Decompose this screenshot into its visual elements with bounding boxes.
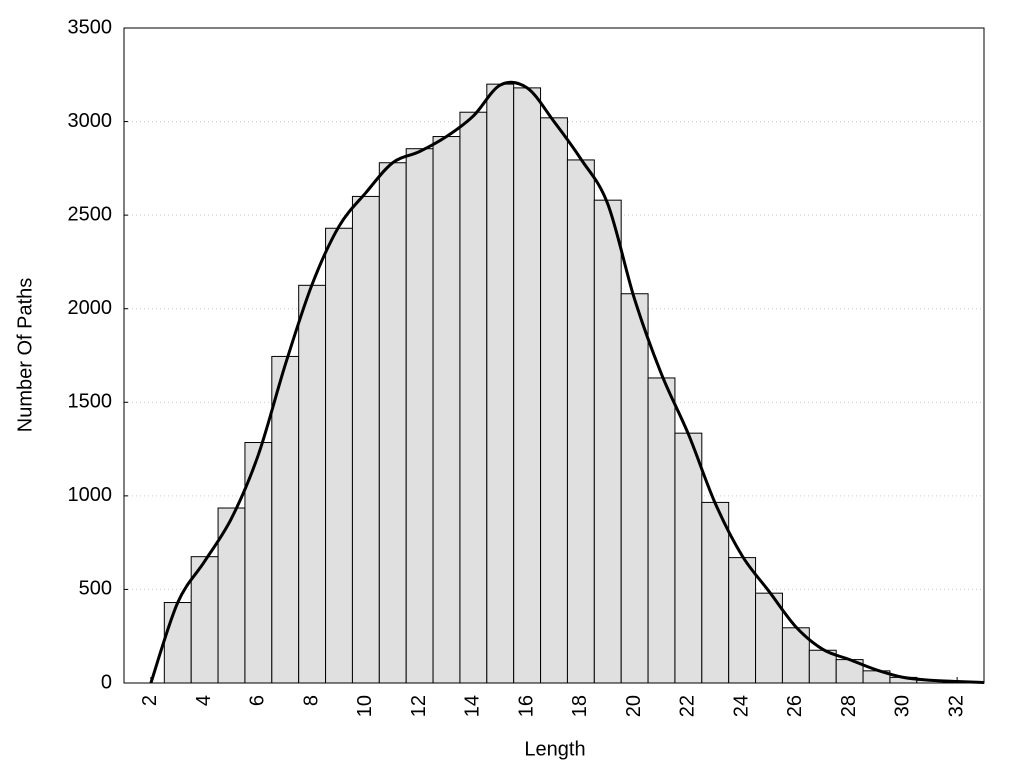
- y-tick-label: 500: [79, 578, 112, 600]
- x-tick-label: 28: [838, 695, 860, 717]
- x-tick-label: 32: [945, 695, 967, 717]
- y-axis-label: Number Of Paths: [14, 278, 36, 433]
- y-tick-label: 2500: [68, 203, 113, 225]
- bar: [755, 592, 783, 684]
- x-tick-label: 2: [139, 695, 161, 706]
- y-tick-label: 0: [101, 671, 112, 693]
- x-tick-label: 18: [569, 695, 591, 717]
- x-tick-label: 20: [623, 695, 645, 717]
- x-axis-label: Length: [524, 738, 585, 760]
- plot-frame: [123, 27, 985, 684]
- x-tick-label: 12: [408, 695, 430, 717]
- y-tick-label: 1000: [68, 484, 113, 506]
- bar: [728, 557, 757, 684]
- bar: [513, 87, 542, 684]
- bar: [593, 199, 622, 684]
- x-tick-label: 22: [677, 695, 699, 717]
- x-tick-label: 10: [354, 695, 376, 717]
- bar: [298, 284, 327, 684]
- bar: [432, 136, 461, 684]
- x-tick-label: 30: [892, 695, 914, 717]
- bar: [566, 159, 595, 684]
- bar: [647, 377, 676, 684]
- bar: [459, 111, 488, 684]
- bar: [674, 432, 703, 684]
- bar: [325, 227, 353, 684]
- bar: [378, 162, 407, 684]
- bar: [701, 501, 730, 684]
- bar: [217, 507, 246, 684]
- x-tick-label: 6: [247, 695, 269, 706]
- bar: [540, 117, 568, 684]
- x-tick-label: 24: [730, 695, 752, 717]
- y-tick-label: 3500: [68, 16, 113, 38]
- y-tick-label: 2000: [68, 297, 113, 319]
- y-tick-label: 1500: [68, 391, 113, 413]
- x-tick-label: 4: [193, 695, 215, 706]
- bar: [486, 83, 515, 684]
- y-tick-label: 3000: [68, 110, 113, 132]
- bar: [163, 602, 192, 684]
- x-tick-label: 26: [784, 695, 806, 717]
- x-tick-label: 16: [515, 695, 537, 717]
- x-tick-label: 14: [462, 695, 484, 717]
- bar: [620, 293, 649, 684]
- bar: [271, 355, 300, 684]
- bar: [351, 195, 380, 684]
- curve: [149, 80, 985, 684]
- bar: [405, 148, 434, 684]
- x-tick-label: 8: [300, 695, 322, 706]
